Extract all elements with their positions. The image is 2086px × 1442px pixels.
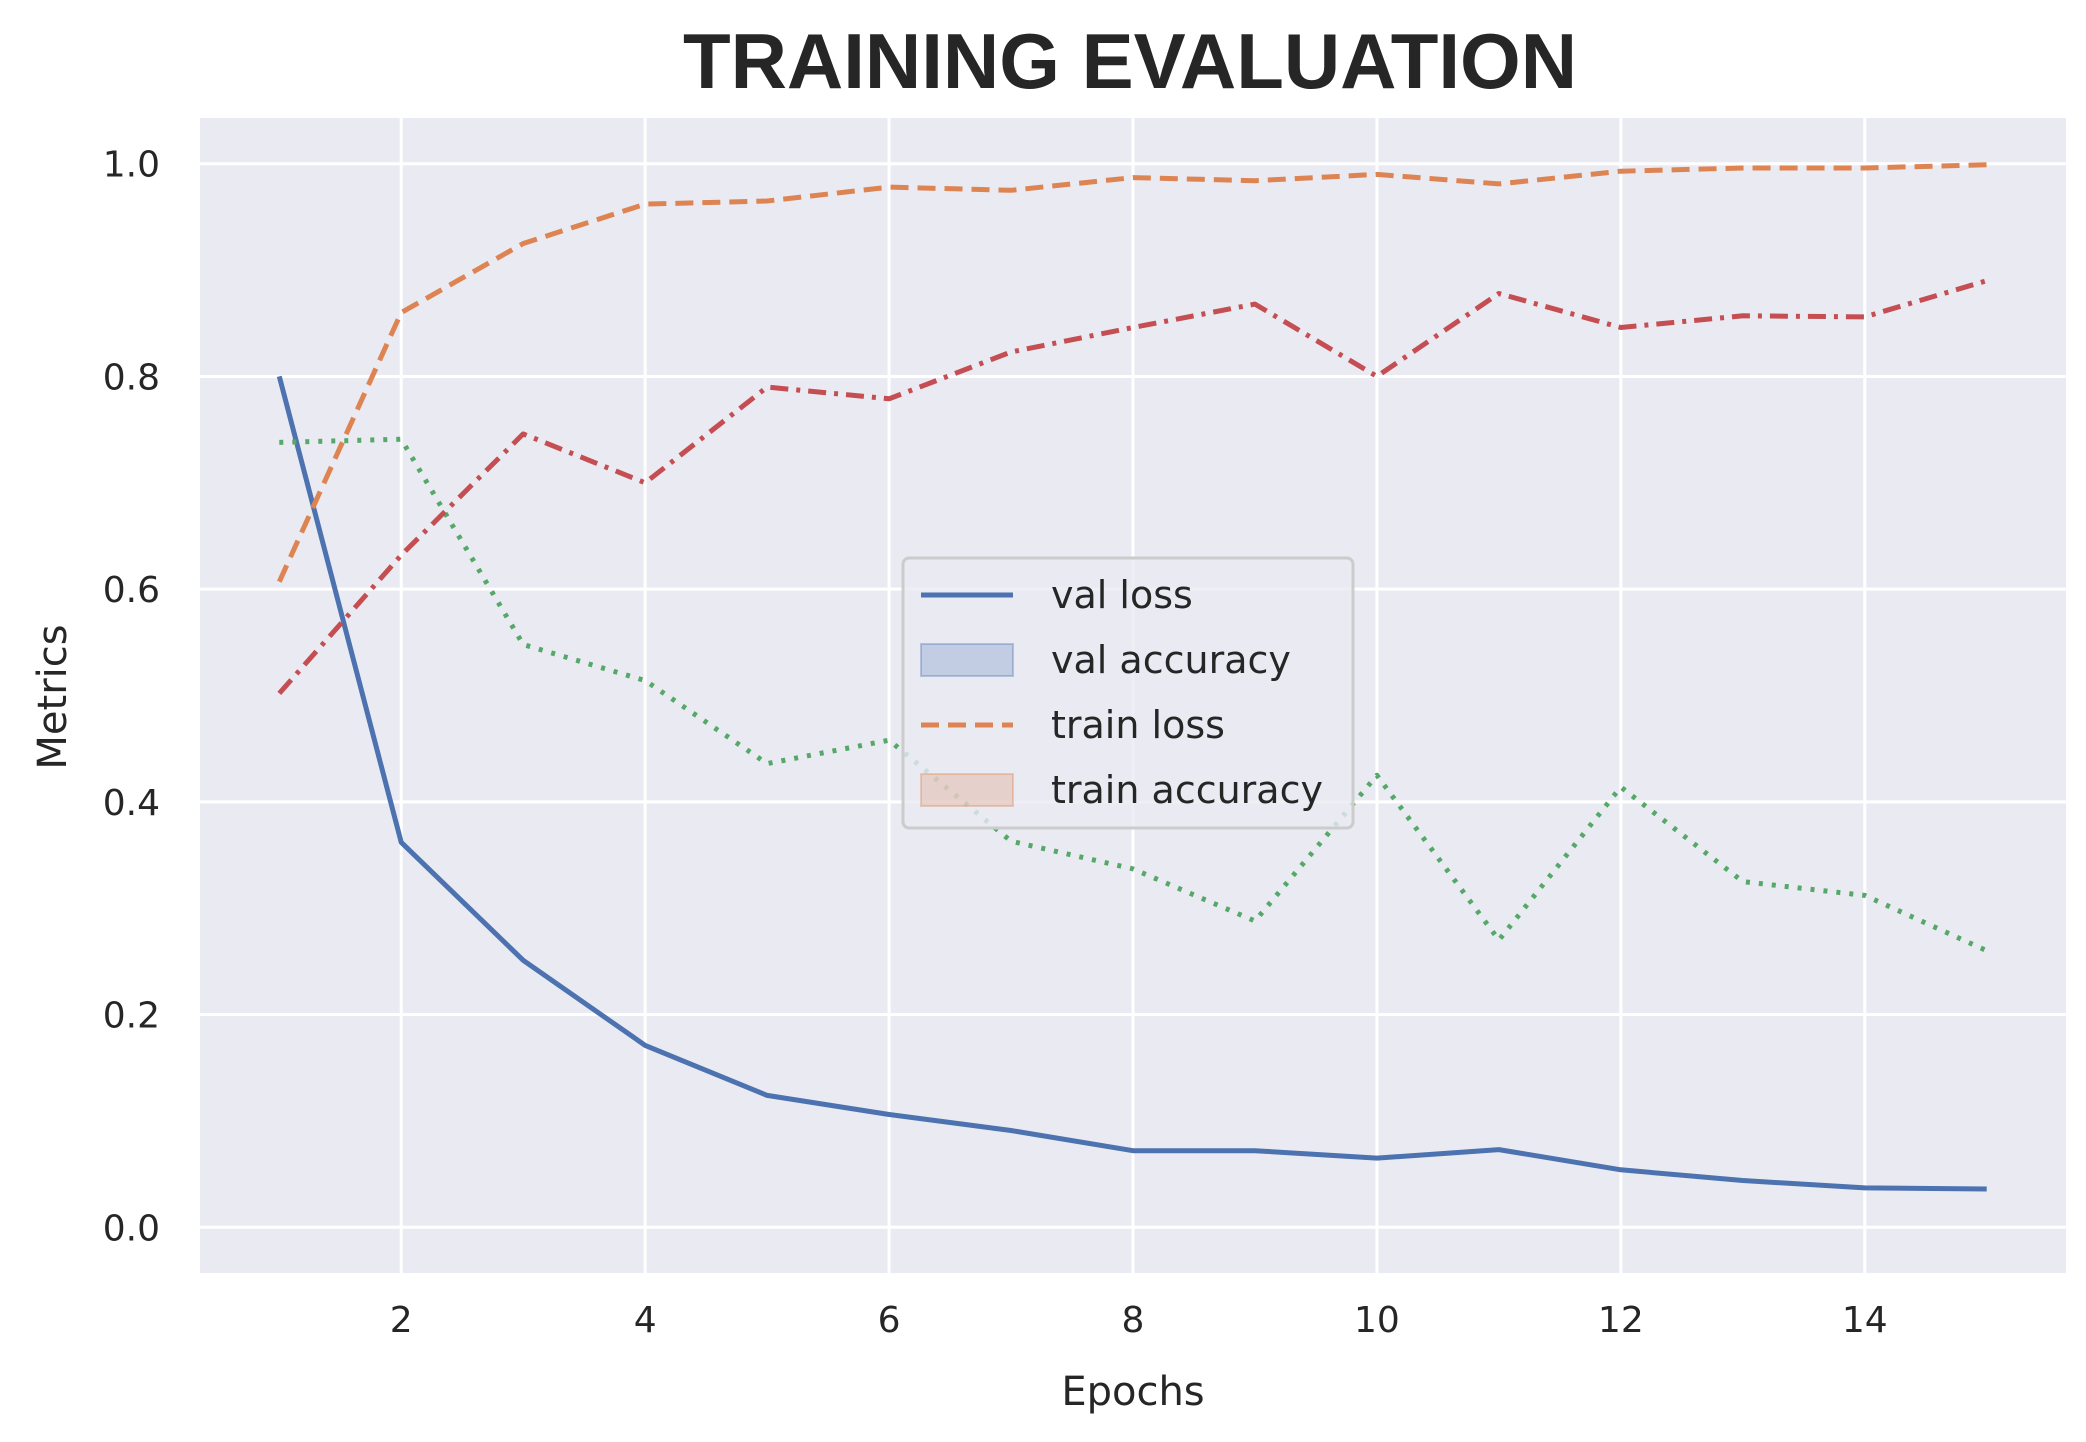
x-tick-label: 8 — [1122, 1300, 1145, 1341]
x-tick-labels: 2 4 6 8 10 12 14 — [390, 1300, 1888, 1341]
x-tick-label: 6 — [878, 1300, 901, 1341]
x-tick-label: 10 — [1354, 1300, 1400, 1341]
y-tick-label: 1.0 — [103, 145, 160, 186]
legend-label: val accuracy — [1051, 638, 1291, 682]
legend-entry: val loss — [921, 573, 1193, 617]
x-tick-label: 4 — [634, 1300, 657, 1341]
legend-patch-swatch — [920, 643, 1014, 677]
series-line-1 — [276, 375, 1987, 1192]
y-tick-label: 0.0 — [103, 1208, 160, 1249]
legend-label: train loss — [1051, 703, 1225, 747]
x-tick-label: 12 — [1598, 1300, 1644, 1341]
x-axis-label: Epochs — [1061, 1369, 1204, 1415]
legend-label: train accuracy — [1051, 768, 1323, 812]
series-line-3 — [279, 436, 1988, 953]
legend-entry: val accuracy — [920, 638, 1291, 682]
legend: val loss val accuracy train loss train accu… — [901, 556, 1355, 830]
y-tick-label: 0.4 — [103, 783, 160, 824]
y-axis-label: Metrics — [30, 624, 76, 769]
y-tick-label: 0.8 — [103, 357, 160, 398]
series-layer — [276, 162, 1988, 1192]
legend-entry: train accuracy — [920, 768, 1323, 812]
legend-patch-swatch — [920, 773, 1014, 807]
x-tick-label: 14 — [1842, 1300, 1888, 1341]
y-tick-label: 0.6 — [103, 570, 160, 611]
legend-entry: train loss — [921, 703, 1225, 747]
x-tick-label: 2 — [390, 1300, 413, 1341]
legend-box — [901, 556, 1355, 830]
legend-label: val loss — [1051, 573, 1193, 617]
chart-title: TRAINING EVALUATION — [683, 17, 1577, 105]
series-line-4 — [277, 278, 1988, 696]
y-tick-label: 0.2 — [103, 996, 160, 1037]
series-line-2 — [277, 162, 1987, 583]
y-tick-labels: 0.0 0.2 0.4 0.6 0.8 1.0 — [103, 145, 160, 1250]
